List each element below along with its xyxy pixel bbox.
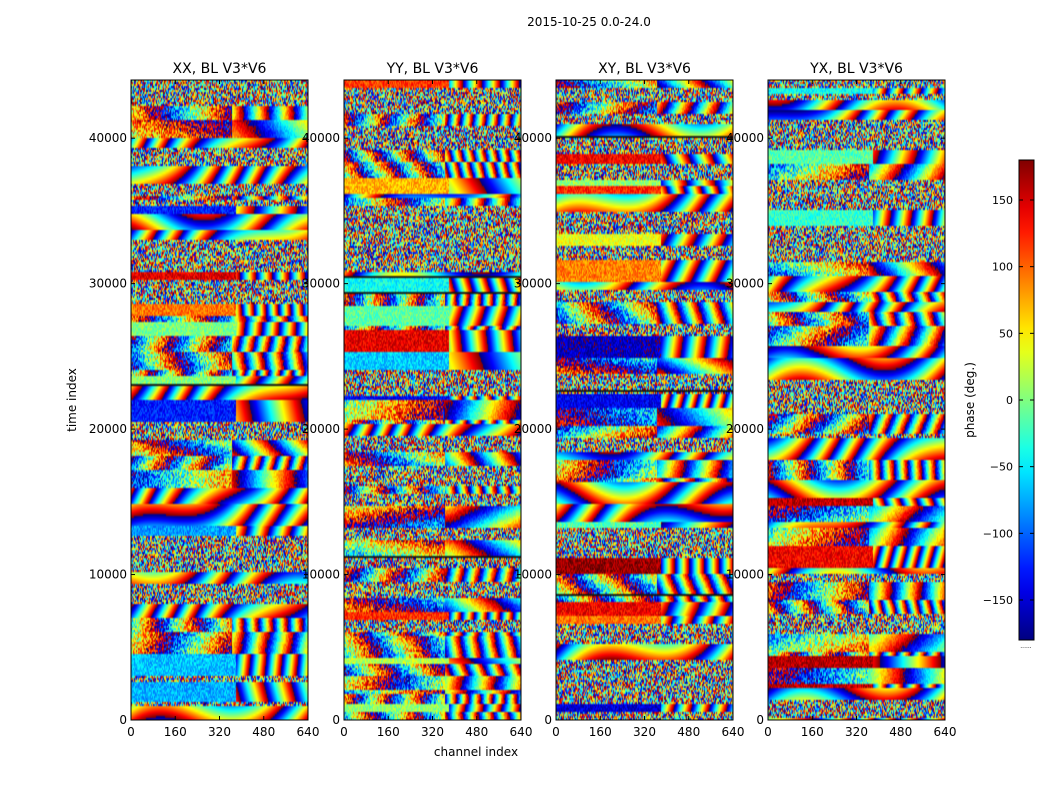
y-tick-label: 30000 [514, 277, 552, 291]
x-tick-label: 160 [377, 725, 400, 739]
y-tick-label: 0 [332, 713, 340, 727]
x-tick-label: 640 [934, 725, 957, 739]
y-tick-label: 20000 [726, 422, 764, 436]
y-tick-label: 30000 [726, 277, 764, 291]
y-axis-label: time index [65, 368, 79, 432]
x-tick-label: 320 [208, 725, 231, 739]
y-tick-label: 10000 [302, 568, 340, 582]
x-tick-label: 160 [801, 725, 824, 739]
colorbar-label: phase (deg.) [963, 362, 977, 438]
x-tick-label: 320 [633, 725, 656, 739]
x-tick-label: 160 [164, 725, 187, 739]
heatmap-panel: YY, BL V3*V6 0 160 320 480 640 0 10000 20000 3000… [302, 61, 533, 739]
heatmap-panel: YX, BL V3*V6 0 160 320 480 640 0 10000 20000 3000… [726, 61, 957, 739]
y-tick-label: 10000 [89, 568, 127, 582]
x-tick-label: 480 [252, 725, 275, 739]
x-tick-label: 640 [297, 725, 320, 739]
y-tick-label: 40000 [514, 131, 552, 145]
heatmap-panel: XX, BL V3*V6 0 160 320 480 640 0 10000 20000 3000… [89, 61, 320, 739]
y-tick-label: 30000 [89, 277, 127, 291]
y-tick-label: 20000 [89, 422, 127, 436]
panel-title: YY, BL V3*V6 [386, 61, 479, 77]
y-tick-label: 20000 [302, 422, 340, 436]
x-tick-label: 480 [889, 725, 912, 739]
x-tick-label: 160 [589, 725, 612, 739]
colorbar-tick-label: 150 [992, 194, 1013, 207]
panel-title: XY, BL V3*V6 [598, 61, 691, 77]
heatmap-image [556, 80, 733, 720]
y-tick-label: 0 [119, 713, 127, 727]
x-tick-label: 480 [677, 725, 700, 739]
y-tick-label: 30000 [302, 277, 340, 291]
y-tick-label: 40000 [89, 131, 127, 145]
panels-group: XX, BL V3*V6 0 160 320 480 640 0 10000 20000 3000… [89, 61, 957, 739]
colorbar-tick-label: 100 [992, 261, 1013, 274]
panel-title: YX, BL V3*V6 [809, 61, 903, 77]
y-tick-label: 20000 [514, 422, 552, 436]
x-tick-label: 0 [764, 725, 772, 739]
heatmap-panel: XY, BL V3*V6 0 160 320 480 640 0 10000 20000 3000… [514, 61, 745, 739]
colorbar-tick-label: 50 [999, 327, 1013, 340]
x-tick-label: 640 [722, 725, 745, 739]
x-axis-label: channel index [434, 745, 518, 759]
figure-suptitle: 2015-10-25 0.0-24.0 [527, 15, 651, 29]
x-tick-label: 320 [845, 725, 868, 739]
y-tick-label: 0 [756, 713, 764, 727]
x-tick-label: 0 [127, 725, 135, 739]
colorbar-tick-label: −50 [990, 461, 1013, 474]
colorbar-extra-text: ...... [1020, 643, 1032, 650]
x-tick-label: 640 [510, 725, 533, 739]
x-tick-label: 0 [552, 725, 560, 739]
panel-title: XX, BL V3*V6 [173, 61, 267, 77]
x-tick-label: 480 [465, 725, 488, 739]
colorbar-tick-label: 0 [1006, 394, 1013, 407]
heatmap-image [768, 80, 945, 720]
x-tick-label: 320 [421, 725, 444, 739]
y-tick-label: 0 [544, 713, 552, 727]
x-tick-label: 0 [340, 725, 348, 739]
y-tick-label: 10000 [726, 568, 764, 582]
y-tick-label: 40000 [726, 131, 764, 145]
y-tick-label: 10000 [514, 568, 552, 582]
y-tick-label: 40000 [302, 131, 340, 145]
colorbar: 150 100 50 0 −50 −100 −150 [983, 159, 1035, 641]
heatmap-image [131, 80, 308, 720]
heatmap-image [344, 80, 521, 720]
colorbar-tick-label: −150 [983, 594, 1013, 607]
colorbar-tick-label: −100 [983, 527, 1013, 540]
